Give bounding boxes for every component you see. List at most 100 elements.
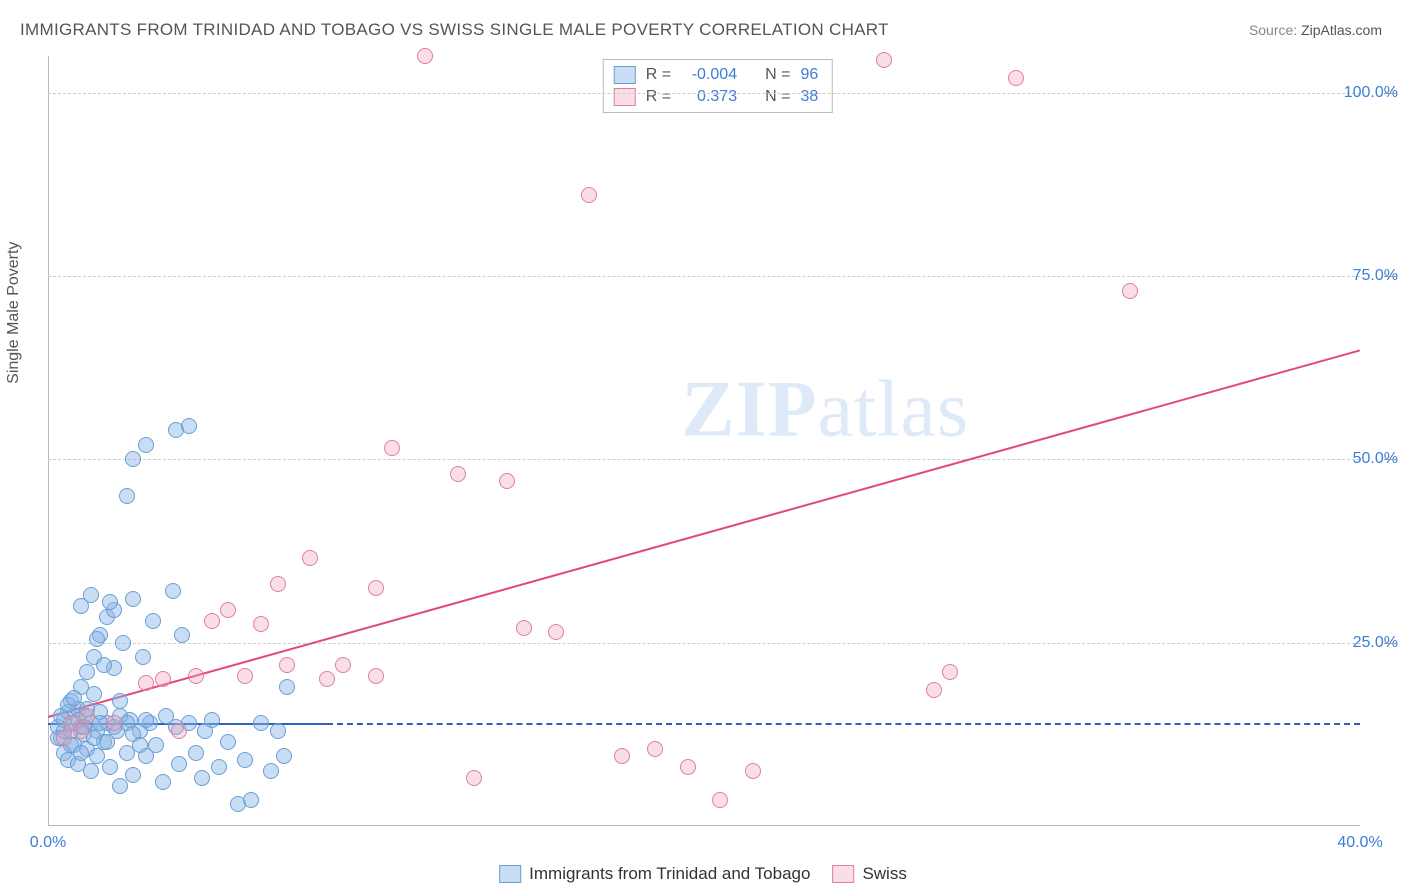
data-point bbox=[263, 763, 279, 779]
data-point bbox=[516, 620, 532, 636]
legend-item: Swiss bbox=[832, 864, 906, 884]
gridline bbox=[48, 459, 1360, 460]
data-point bbox=[211, 759, 227, 775]
scatter-plot-area: ZIPatlas R =-0.004N =96R =0.373N =38 25.… bbox=[48, 56, 1388, 826]
data-point bbox=[56, 730, 72, 746]
data-point bbox=[276, 748, 292, 764]
n-label: N = bbox=[765, 86, 790, 108]
data-point bbox=[188, 745, 204, 761]
data-point bbox=[194, 770, 210, 786]
gridline bbox=[48, 276, 1360, 277]
data-point bbox=[270, 576, 286, 592]
data-point bbox=[148, 737, 164, 753]
r-value: -0.004 bbox=[681, 64, 737, 86]
data-point bbox=[96, 657, 112, 673]
data-point bbox=[368, 580, 384, 596]
n-value: 96 bbox=[800, 64, 818, 86]
data-point bbox=[279, 657, 295, 673]
y-axis bbox=[48, 56, 49, 826]
data-point bbox=[942, 664, 958, 680]
data-point bbox=[712, 792, 728, 808]
data-point bbox=[102, 759, 118, 775]
data-point bbox=[73, 745, 89, 761]
data-point bbox=[112, 693, 128, 709]
data-point bbox=[279, 679, 295, 695]
data-point bbox=[181, 418, 197, 434]
data-point bbox=[680, 759, 696, 775]
data-point bbox=[204, 712, 220, 728]
data-point bbox=[165, 583, 181, 599]
trend-line bbox=[48, 349, 1361, 718]
data-point bbox=[174, 627, 190, 643]
x-tick-label: 0.0% bbox=[30, 834, 66, 852]
data-point bbox=[145, 613, 161, 629]
data-point bbox=[112, 778, 128, 794]
data-point bbox=[132, 737, 148, 753]
trend-line-extrapolated bbox=[327, 723, 1360, 725]
chart-title: IMMIGRANTS FROM TRINIDAD AND TOBAGO VS S… bbox=[20, 20, 889, 40]
data-point bbox=[138, 712, 154, 728]
watermark: ZIPatlas bbox=[681, 365, 969, 456]
data-point bbox=[243, 792, 259, 808]
data-point bbox=[253, 715, 269, 731]
correlation-legend: R = -0.004 N = 96R = 0.373 N = 38 bbox=[603, 59, 833, 113]
data-point bbox=[138, 675, 154, 691]
data-point bbox=[89, 631, 105, 647]
data-point bbox=[1122, 283, 1138, 299]
data-point bbox=[220, 734, 236, 750]
source-label: Source: bbox=[1249, 22, 1301, 38]
legend-swatch bbox=[499, 865, 521, 883]
data-point bbox=[106, 715, 122, 731]
legend-row: R = 0.373 N = 38 bbox=[614, 86, 818, 108]
legend-swatch bbox=[614, 88, 636, 106]
data-point bbox=[499, 473, 515, 489]
data-point bbox=[548, 624, 564, 640]
gridline bbox=[48, 93, 1360, 94]
r-value: 0.373 bbox=[681, 86, 737, 108]
data-point bbox=[220, 602, 236, 618]
y-tick bbox=[1384, 459, 1396, 460]
data-point bbox=[83, 587, 99, 603]
n-value: 38 bbox=[800, 86, 818, 108]
data-point bbox=[614, 748, 630, 764]
y-tick bbox=[1384, 643, 1396, 644]
data-point bbox=[135, 649, 151, 665]
data-point bbox=[581, 187, 597, 203]
data-point bbox=[335, 657, 351, 673]
data-point bbox=[270, 723, 286, 739]
data-point bbox=[125, 591, 141, 607]
legend-swatch bbox=[614, 66, 636, 84]
legend-row: R =-0.004N =96 bbox=[614, 64, 818, 86]
data-point bbox=[417, 48, 433, 64]
data-point bbox=[171, 756, 187, 772]
legend-item: Immigrants from Trinidad and Tobago bbox=[499, 864, 810, 884]
data-point bbox=[450, 466, 466, 482]
data-point bbox=[647, 741, 663, 757]
y-axis-label: Single Male Poverty bbox=[5, 242, 23, 384]
data-point bbox=[125, 767, 141, 783]
data-point bbox=[79, 708, 95, 724]
data-point bbox=[926, 682, 942, 698]
data-point bbox=[86, 686, 102, 702]
r-label: R = bbox=[646, 86, 671, 108]
data-point bbox=[237, 668, 253, 684]
data-point bbox=[384, 440, 400, 456]
data-point bbox=[119, 488, 135, 504]
data-point bbox=[302, 550, 318, 566]
data-point bbox=[745, 763, 761, 779]
data-point bbox=[138, 437, 154, 453]
data-point bbox=[99, 734, 115, 750]
source-attribution: Source: ZipAtlas.com bbox=[1249, 22, 1382, 38]
series-legend: Immigrants from Trinidad and Tobago Swiss bbox=[491, 862, 915, 886]
data-point bbox=[115, 635, 131, 651]
y-tick bbox=[1384, 276, 1396, 277]
data-point bbox=[466, 770, 482, 786]
n-label: N = bbox=[765, 64, 790, 86]
x-tick-label: 40.0% bbox=[1337, 834, 1382, 852]
data-point bbox=[73, 723, 89, 739]
gridline bbox=[48, 643, 1360, 644]
data-point bbox=[171, 723, 187, 739]
data-point bbox=[155, 774, 171, 790]
data-point bbox=[876, 52, 892, 68]
data-point bbox=[253, 616, 269, 632]
